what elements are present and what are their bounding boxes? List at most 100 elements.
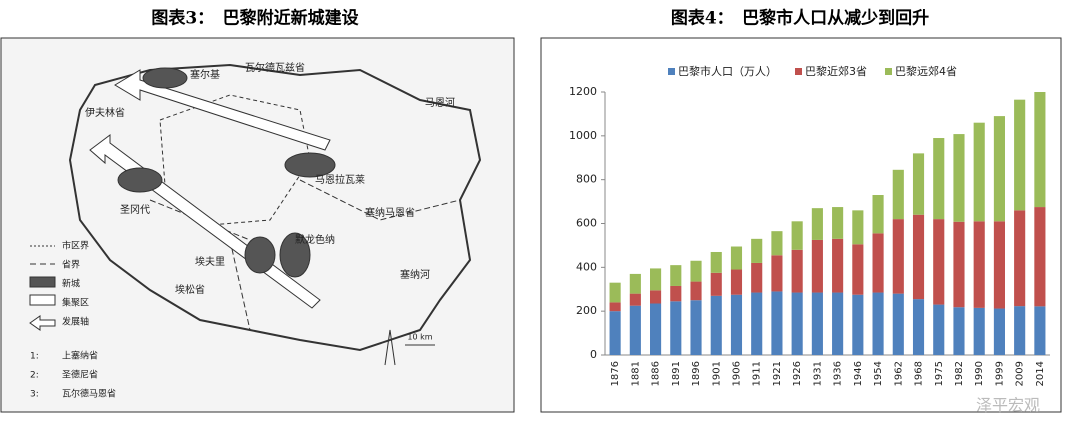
x-tick-label: 1975 xyxy=(934,361,945,386)
bar-segment xyxy=(771,291,783,355)
bar-segment xyxy=(832,207,844,239)
bar-segment xyxy=(690,260,702,282)
bar-segment xyxy=(973,122,985,222)
y-tick-label: 800 xyxy=(576,173,597,186)
legend-swatch xyxy=(795,68,802,75)
bar-segment xyxy=(751,238,763,263)
department-borders xyxy=(149,179,461,331)
new-town xyxy=(117,167,163,193)
bar-segment xyxy=(609,302,621,312)
bar-segment xyxy=(650,290,662,304)
bar-segment xyxy=(609,311,621,355)
x-tick-label: 1896 xyxy=(691,361,702,386)
bar-segment xyxy=(629,273,641,294)
x-tick-label: 1990 xyxy=(974,361,985,386)
x-tick-label: 2014 xyxy=(1035,361,1046,386)
legend-label: 巴黎远郊4省 xyxy=(895,64,957,78)
x-tick-label: 1886 xyxy=(651,361,662,386)
bar-segment xyxy=(993,308,1005,355)
scale-label: 10 km xyxy=(407,333,432,342)
map-label: 塞纳马恩省 xyxy=(365,206,415,219)
bar-segment xyxy=(933,219,945,305)
note-num: 1: xyxy=(30,352,39,362)
bar-segment xyxy=(1034,92,1046,208)
bar-segment xyxy=(629,293,641,306)
bar-segment xyxy=(1034,207,1046,307)
y-tick-label: 1200 xyxy=(569,85,597,98)
y-tick-label: 200 xyxy=(576,304,597,317)
bar-segment xyxy=(710,272,722,296)
map-label: 圣冈代 xyxy=(120,204,150,216)
x-tick-label: 1968 xyxy=(914,361,925,386)
bar-segment xyxy=(730,246,743,270)
bar-segment xyxy=(670,265,682,286)
bar-segment xyxy=(670,285,682,302)
bar-segment xyxy=(953,221,965,308)
new-town xyxy=(142,67,188,89)
bar-segment xyxy=(973,307,985,355)
watermark: 泽平宏观 xyxy=(976,396,1040,415)
bar-segment xyxy=(953,134,965,222)
bar-segment xyxy=(791,249,803,293)
bar-segment xyxy=(933,138,945,220)
new-town xyxy=(279,232,311,278)
legend-swatch xyxy=(29,294,56,306)
bar-segment xyxy=(609,282,621,303)
bar-segment xyxy=(912,153,925,215)
x-tick-label: 1931 xyxy=(812,361,823,386)
x-tick-label: 1954 xyxy=(873,361,884,386)
left-title: 图表3： 巴黎附近新城建设 xyxy=(151,8,358,29)
bar-segment xyxy=(872,233,884,293)
bar-segment xyxy=(872,195,884,234)
y-tick-label: 1000 xyxy=(569,129,597,142)
x-tick-label: 1936 xyxy=(833,361,844,386)
bar-segment xyxy=(771,231,783,256)
bar-segment xyxy=(852,210,864,245)
bar-segment xyxy=(791,292,803,355)
new-town xyxy=(284,152,336,178)
bar-segment xyxy=(872,292,884,355)
bar-segment xyxy=(832,292,844,355)
bar-segment xyxy=(730,294,743,355)
map-label: 塞纳河 xyxy=(400,268,430,281)
note-text: 瓦尔德马恩省 xyxy=(62,388,116,400)
bar-segment xyxy=(730,269,743,295)
map xyxy=(29,63,482,366)
x-tick-label: 1911 xyxy=(752,361,763,386)
bar-segment xyxy=(892,169,904,220)
legend-label: 集聚区 xyxy=(62,297,89,309)
bar-segment xyxy=(751,292,763,355)
note-text: 圣德尼省 xyxy=(62,369,98,381)
note-num: 3: xyxy=(30,390,39,400)
bar-segment xyxy=(933,304,945,355)
bar-segment xyxy=(690,281,702,301)
legend-arrow xyxy=(29,315,56,331)
bar-segment xyxy=(670,301,682,355)
bar-segment xyxy=(973,221,985,308)
bar-segment xyxy=(852,244,864,295)
map-label: 默龙色纳 xyxy=(295,233,335,246)
y-tick-label: 0 xyxy=(590,348,597,361)
note-text: 上塞纳省 xyxy=(62,350,98,362)
legend-label: 巴黎市人口（万人） xyxy=(678,64,777,78)
map-label: 埃松省 xyxy=(175,283,205,296)
right-title: 图表4： 巴黎市人口从减少到回升 xyxy=(671,8,929,29)
north-scale xyxy=(384,329,435,366)
legend-label: 巴黎近郊3省 xyxy=(805,64,867,78)
note-num: 2: xyxy=(30,371,39,381)
bar-segment xyxy=(953,307,965,355)
x-tick-label: 2009 xyxy=(1015,361,1026,386)
bar-segment xyxy=(912,299,925,355)
bar-segment xyxy=(892,219,904,294)
y-tick-label: 600 xyxy=(576,217,597,230)
map-label: 埃夫里 xyxy=(195,255,225,268)
bar-segment xyxy=(1034,306,1046,355)
bar-segment xyxy=(650,303,662,355)
x-tick-label: 1921 xyxy=(772,361,783,386)
bar-segment xyxy=(751,262,763,293)
bar-segment xyxy=(993,221,1005,309)
new-town xyxy=(244,236,276,274)
bar-segment xyxy=(1014,210,1026,307)
legend-swatch xyxy=(29,276,56,288)
